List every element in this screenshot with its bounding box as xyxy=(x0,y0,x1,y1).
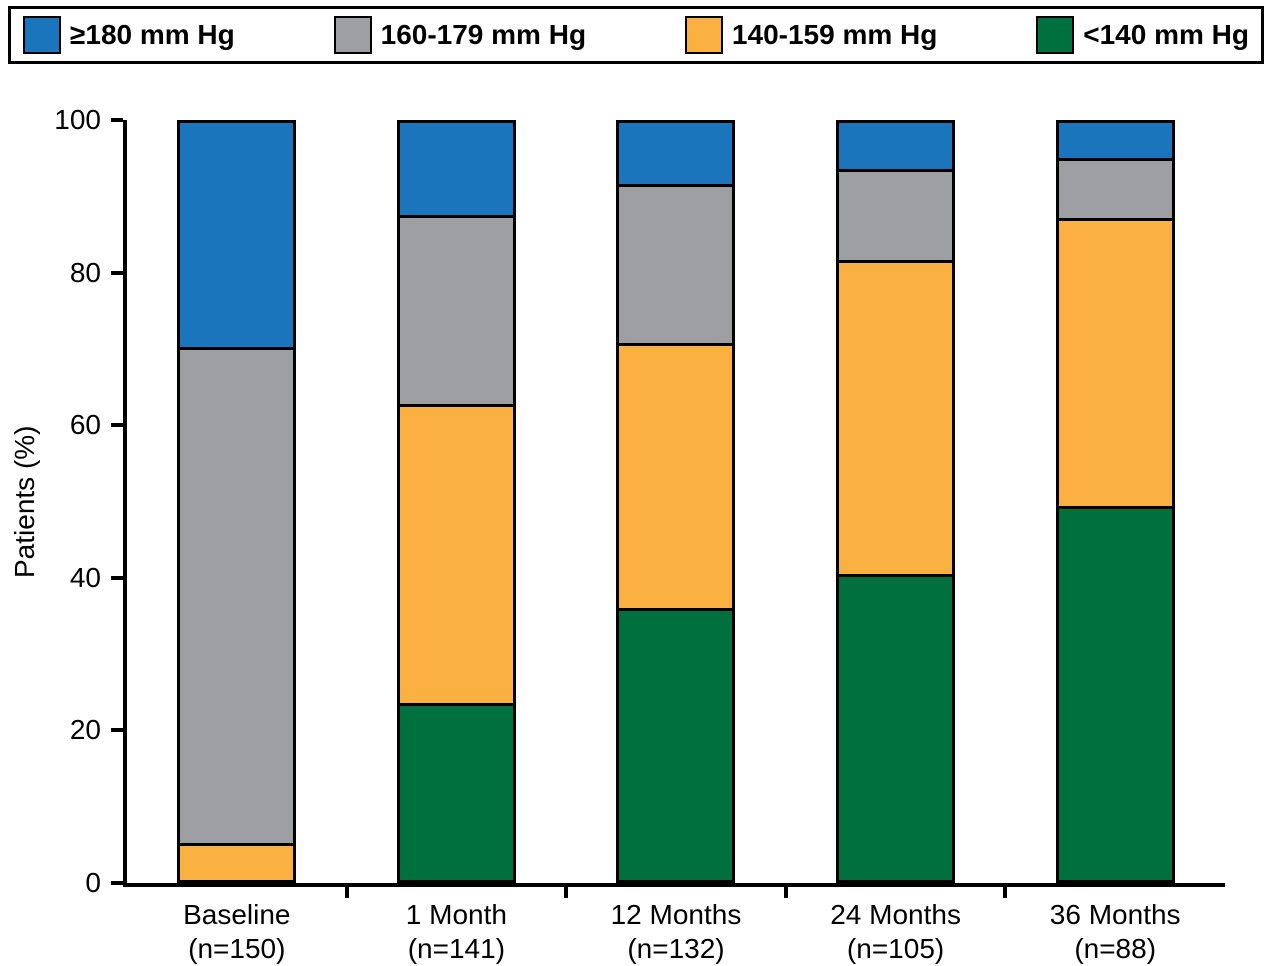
bar-segment xyxy=(399,123,513,218)
bar-segment xyxy=(1058,509,1172,880)
bar-segment xyxy=(399,217,513,407)
legend-swatch-icon xyxy=(684,16,723,54)
bar-segment xyxy=(839,577,953,880)
stacked-bar-12-months xyxy=(616,120,736,883)
bar-segment xyxy=(399,406,513,706)
bar-segment xyxy=(1058,160,1172,222)
y-tick-label: 0 xyxy=(85,867,101,898)
bar-slot xyxy=(347,120,567,883)
bar-segment xyxy=(619,611,733,880)
y-tick-label: 80 xyxy=(69,256,101,288)
legend-swatch-icon xyxy=(1036,16,1075,54)
x-tick-mark xyxy=(783,887,788,898)
bar-segment xyxy=(619,346,733,612)
y-tick-label: 60 xyxy=(69,409,101,441)
x-category-name: 12 Months xyxy=(610,899,742,930)
bar-slot xyxy=(566,120,786,883)
x-category-n: (n=150) xyxy=(188,933,286,964)
y-tick-label: 40 xyxy=(69,561,101,593)
x-category-name: 1 Month xyxy=(405,899,507,930)
y-tick-mark xyxy=(111,270,123,275)
stacked-bar-baseline xyxy=(177,120,297,883)
y-tick-mark xyxy=(111,575,123,580)
legend-label: <140 mm Hg xyxy=(1083,19,1249,50)
y-axis: 0 20 40 60 80 100 xyxy=(0,106,123,897)
x-category-name: Baseline xyxy=(183,899,291,930)
bar-segment xyxy=(1058,221,1172,510)
bar-segment xyxy=(619,123,733,188)
x-category-name: 24 Months xyxy=(830,899,961,930)
x-axis-labels: Baseline (n=150) 1 Month (n=141) 12 Months (n… xyxy=(127,898,1225,966)
y-tick-mark xyxy=(111,423,123,428)
stacked-bar-24-months xyxy=(836,120,956,883)
stacked-bar-36-months xyxy=(1055,120,1175,883)
y-tick-label: 100 xyxy=(54,104,101,135)
plot-area xyxy=(123,120,1225,887)
bar-segment xyxy=(839,172,953,264)
legend-item: 140-159 mm Hg xyxy=(684,16,938,54)
legend-label: ≥180 mm Hg xyxy=(70,19,235,50)
stacked-bar-1-month xyxy=(396,120,516,883)
x-tick-mark xyxy=(564,887,569,898)
legend-label: 160-179 mm Hg xyxy=(380,19,587,50)
bar-slot xyxy=(127,120,347,883)
x-category-name: 36 Months xyxy=(1049,899,1181,930)
bar-segment xyxy=(399,705,513,880)
legend-item: ≥180 mm Hg xyxy=(23,16,235,54)
bar-slot xyxy=(1005,120,1225,883)
x-category-label: 36 Months (n=88) xyxy=(1005,898,1225,966)
legend-item: <140 mm Hg xyxy=(1036,16,1249,54)
x-tick-mark xyxy=(344,887,349,898)
legend-swatch-icon xyxy=(333,16,372,54)
x-category-label: Baseline (n=150) xyxy=(127,898,347,966)
legend: ≥180 mm Hg 160-179 mm Hg 140-159 mm Hg <140… xyxy=(8,6,1264,64)
bar-segment xyxy=(1058,123,1172,161)
x-category-n: (n=141) xyxy=(407,933,506,964)
x-category-n: (n=88) xyxy=(1074,933,1157,964)
y-tick-label: 20 xyxy=(69,714,101,746)
x-tick-mark xyxy=(1003,887,1008,898)
bar-segment xyxy=(180,845,294,880)
bar-segment xyxy=(839,263,953,578)
legend-swatch-icon xyxy=(23,16,61,54)
bar-segment xyxy=(180,350,294,846)
y-tick-mark xyxy=(111,728,123,733)
bar-segment xyxy=(839,123,953,173)
legend-label: 140-159 mm Hg xyxy=(731,19,938,50)
y-tick-mark xyxy=(111,881,123,885)
x-category-label: 12 Months (n=132) xyxy=(566,898,786,966)
x-category-n: (n=132) xyxy=(627,933,725,964)
x-category-label: 1 Month (n=141) xyxy=(347,898,567,966)
bar-slot xyxy=(786,120,1006,883)
bar-segment xyxy=(180,123,294,351)
x-category-n: (n=105) xyxy=(846,933,945,964)
y-tick-mark xyxy=(111,118,123,122)
x-axis-ticks xyxy=(127,887,1225,898)
bar-segment xyxy=(619,187,733,347)
legend-item: 160-179 mm Hg xyxy=(333,16,587,54)
x-category-label: 24 Months (n=105) xyxy=(786,898,1006,966)
